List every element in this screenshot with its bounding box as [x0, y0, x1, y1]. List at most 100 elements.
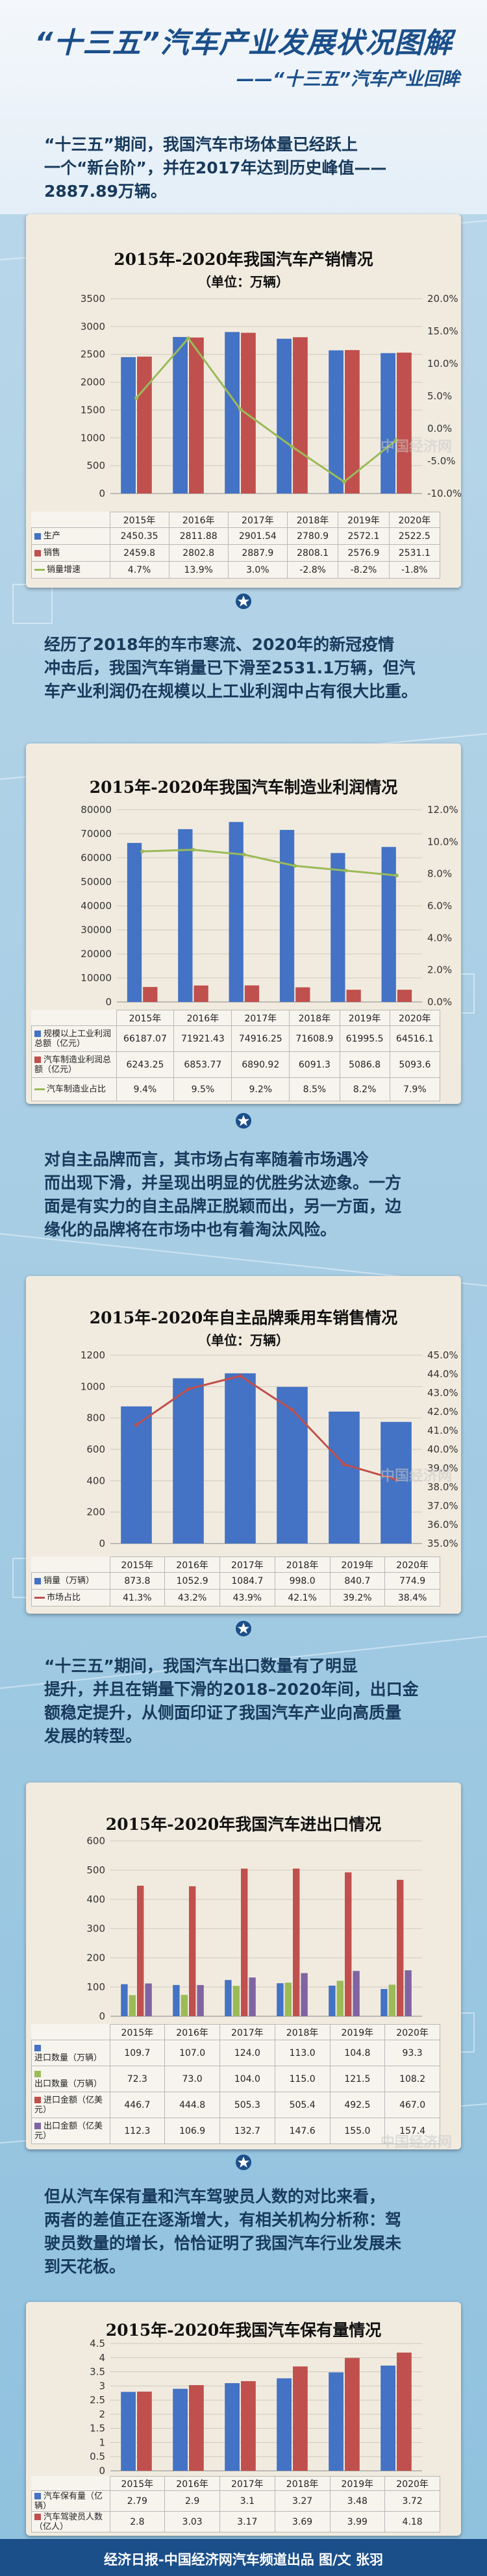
legend-label: 销量增速 — [47, 565, 81, 575]
line-point-2-3 — [293, 864, 297, 868]
bar-0-2 — [225, 1980, 232, 2016]
chart-title: 2015年-2020年我国汽车保有量情况 — [105, 2321, 382, 2340]
table-row: 汽车驾驶员人数（亿人） 2.8 3.03 3.17 3.69 3.99 4.18 — [31, 2511, 440, 2532]
y2-tick-label: 12.0% — [427, 804, 458, 816]
legend-label: 销售 — [44, 548, 61, 558]
line-point-2-4 — [343, 868, 348, 873]
table-cell: 2017年 — [227, 512, 288, 528]
profit-table: 2015年 2016年 2017年 2018年 2019年 2020年 规模以上工业利润总… — [31, 1010, 441, 1101]
y-tick-label: 40000 — [81, 900, 112, 912]
bar-1-3 — [295, 987, 310, 1002]
line-point-2-2 — [238, 407, 242, 411]
chart-unit: （单位：万辆） — [198, 1332, 289, 1348]
bar-1-3 — [293, 337, 308, 494]
legend-label: 市场占比 — [47, 1593, 81, 1603]
bar-3-5 — [405, 1970, 412, 2016]
bar-2-4 — [345, 1872, 352, 2016]
domestic-brand-table: 2015年 2016年 2017年 2018年 2019年 2020年 销量（万辆） 873… — [31, 1557, 440, 1607]
line-point-2-4 — [342, 480, 346, 484]
bar-1-1 — [181, 1995, 188, 2016]
table-row: 规模以上工业利润总额（亿元） 66187.07 71921.43 74916.25 71… — [31, 1025, 441, 1052]
y-tick-label: 50000 — [81, 876, 112, 888]
bar-0-5 — [381, 1989, 388, 2016]
divider-star-icon — [236, 2155, 251, 2170]
bar-1-0 — [143, 986, 158, 1002]
bar-1-3 — [284, 1982, 292, 2016]
plot-area — [110, 2344, 422, 2471]
y-tick-label: 300 — [86, 1923, 105, 1934]
bar-1-3 — [293, 2366, 308, 2471]
intro-paragraph-1: “十三五”期间，我国汽车市场体量已经跃上 一个“新台阶”，并在2017年达到历史… — [44, 133, 443, 203]
y2-tick-label: 44.0% — [427, 1368, 458, 1380]
intro-paragraph-4: “十三五”期间，我国汽车出口数量有了明显 提升，并且在销量下滑的2018–202… — [44, 1655, 443, 1748]
y-tick-label: 0 — [99, 2010, 105, 2022]
chart-card-production-sales: 2015年-2020年我国汽车产销情况 （单位：万辆） 0 500 1000 1500… — [26, 214, 461, 588]
intro-paragraph-3: 对自主品牌而言，其市场占有率随着市场遇冷 而出现下滑，并呈现出明显的优胜劣汰迹象… — [44, 1148, 443, 1242]
paragraph-line: 缘化的品牌将在市场中也有着淘汰风险。 — [44, 1220, 337, 1239]
paragraph-line: 对自主品牌而言，其市场占有率随着市场遇冷 — [44, 1150, 369, 1169]
y2-tick-label: 42.0% — [427, 1406, 458, 1418]
bar-2-5 — [397, 1879, 404, 2016]
y-tick-label: 4 — [99, 2352, 105, 2364]
y-tick-label: 600 — [86, 1444, 105, 1455]
legend-label: 汽车保有量（亿辆） — [34, 2491, 103, 2511]
divider-star-icon — [236, 1113, 251, 1129]
line-point-1-5 — [394, 1477, 398, 1482]
y-tick-label: 400 — [86, 1475, 105, 1486]
bar-1-1 — [189, 337, 204, 494]
bar-0-1 — [178, 829, 193, 1002]
bar-2-0 — [137, 1885, 144, 2016]
watermark: 中国经济网 — [380, 2134, 452, 2149]
bar-2-2 — [241, 1868, 248, 2016]
line-point-2-5 — [394, 438, 398, 442]
y-tick-label: 0 — [99, 488, 105, 499]
table-row: 2015年 2016年 2017年 2018年 2019年 2020年 — [32, 1557, 440, 1573]
bar-0-3 — [277, 2378, 292, 2471]
bar-1-5 — [397, 990, 412, 1002]
y2-tick-label: 2.0% — [427, 964, 452, 976]
y-tick-label: 60000 — [81, 852, 112, 864]
y-tick-label: 1000 — [81, 432, 105, 444]
line-point-2-0 — [134, 396, 138, 400]
table-row: 进口数量（万辆） 109.7 107.0 124.0 113.0 104.8 93.3 — [31, 2040, 440, 2066]
import-export-table: 2015年 2016年 2017年 2018年 2019年 2020年 进口数量（万辆） 1… — [31, 2024, 440, 2144]
line-point-1-2 — [238, 1373, 242, 1378]
bar-1-0 — [137, 356, 152, 494]
bar-0-1 — [173, 336, 188, 494]
y-tick-label: 1 — [99, 2436, 105, 2448]
y-tick-label: 100 — [86, 1981, 105, 1993]
y2-tick-label: 10.0% — [427, 836, 458, 847]
bar-1-4 — [336, 1981, 343, 2016]
line-point-1-4 — [342, 1462, 346, 1467]
table-row: 2015年 2016年 2017年 2018年 2019年 2020年 — [32, 512, 441, 528]
paragraph-line: 额稳定提升，从侧面印证了我国汽车产业向高质量 — [44, 1703, 402, 1722]
chart-card-profit: 2015年-2020年我国汽车制造业利润情况 0 10000 20000 30000 4… — [26, 744, 461, 1104]
chart-card-import-export: 2015年-2020年我国汽车进出口情况 0 100 200 300 400 500 600… — [26, 1782, 461, 2149]
divider-star-icon — [236, 594, 251, 609]
series-line-2 — [142, 849, 397, 877]
legend-label: 销量（万辆） — [44, 1576, 95, 1586]
bar-0-4 — [331, 853, 345, 1002]
table-cell: 2016年 — [168, 512, 229, 528]
y-tick-label: 3500 — [81, 293, 105, 305]
ownership-chart: 0 0.5 1 1.5 2 2.5 3 3.5 4 4.5 — [90, 2340, 422, 2476]
bar-0-2 — [225, 1373, 256, 1544]
line-point-2-2 — [242, 853, 246, 857]
paragraph-line: 驶员数量的增长，恰恰证明了我国汽车行业发展未 — [44, 2234, 402, 2253]
bar-0-4 — [329, 2372, 343, 2471]
y-tick-label: 600 — [86, 1836, 105, 1847]
bar-3-1 — [197, 1984, 204, 2016]
y-tick-label: 2.5 — [90, 2394, 105, 2406]
production-sales-chart: 0 500 1000 1500 2000 2500 3000 3500 -10.0% -5.0% 0… — [81, 293, 461, 499]
bar-0-5 — [381, 353, 395, 494]
paragraph-line: 面是有实力的自主品牌正脱颖而出，另一方面，边 — [44, 1197, 402, 1216]
line-point-2-3 — [290, 445, 294, 449]
line-point-2-5 — [394, 873, 399, 878]
y2-tick-label: 43.0% — [427, 1387, 458, 1399]
bar-0-0 — [121, 1406, 152, 1544]
paragraph-line: 冲击后，我国汽车销量已下滑至2531.1万辆，但汽 — [44, 658, 416, 677]
bar-1-4 — [346, 990, 361, 1002]
y2-tick-label: 10.0% — [427, 358, 458, 369]
chart-title: 2015年-2020年我国汽车进出口情况 — [105, 1815, 382, 1834]
y2-tick-label: 35.0% — [427, 1538, 458, 1549]
